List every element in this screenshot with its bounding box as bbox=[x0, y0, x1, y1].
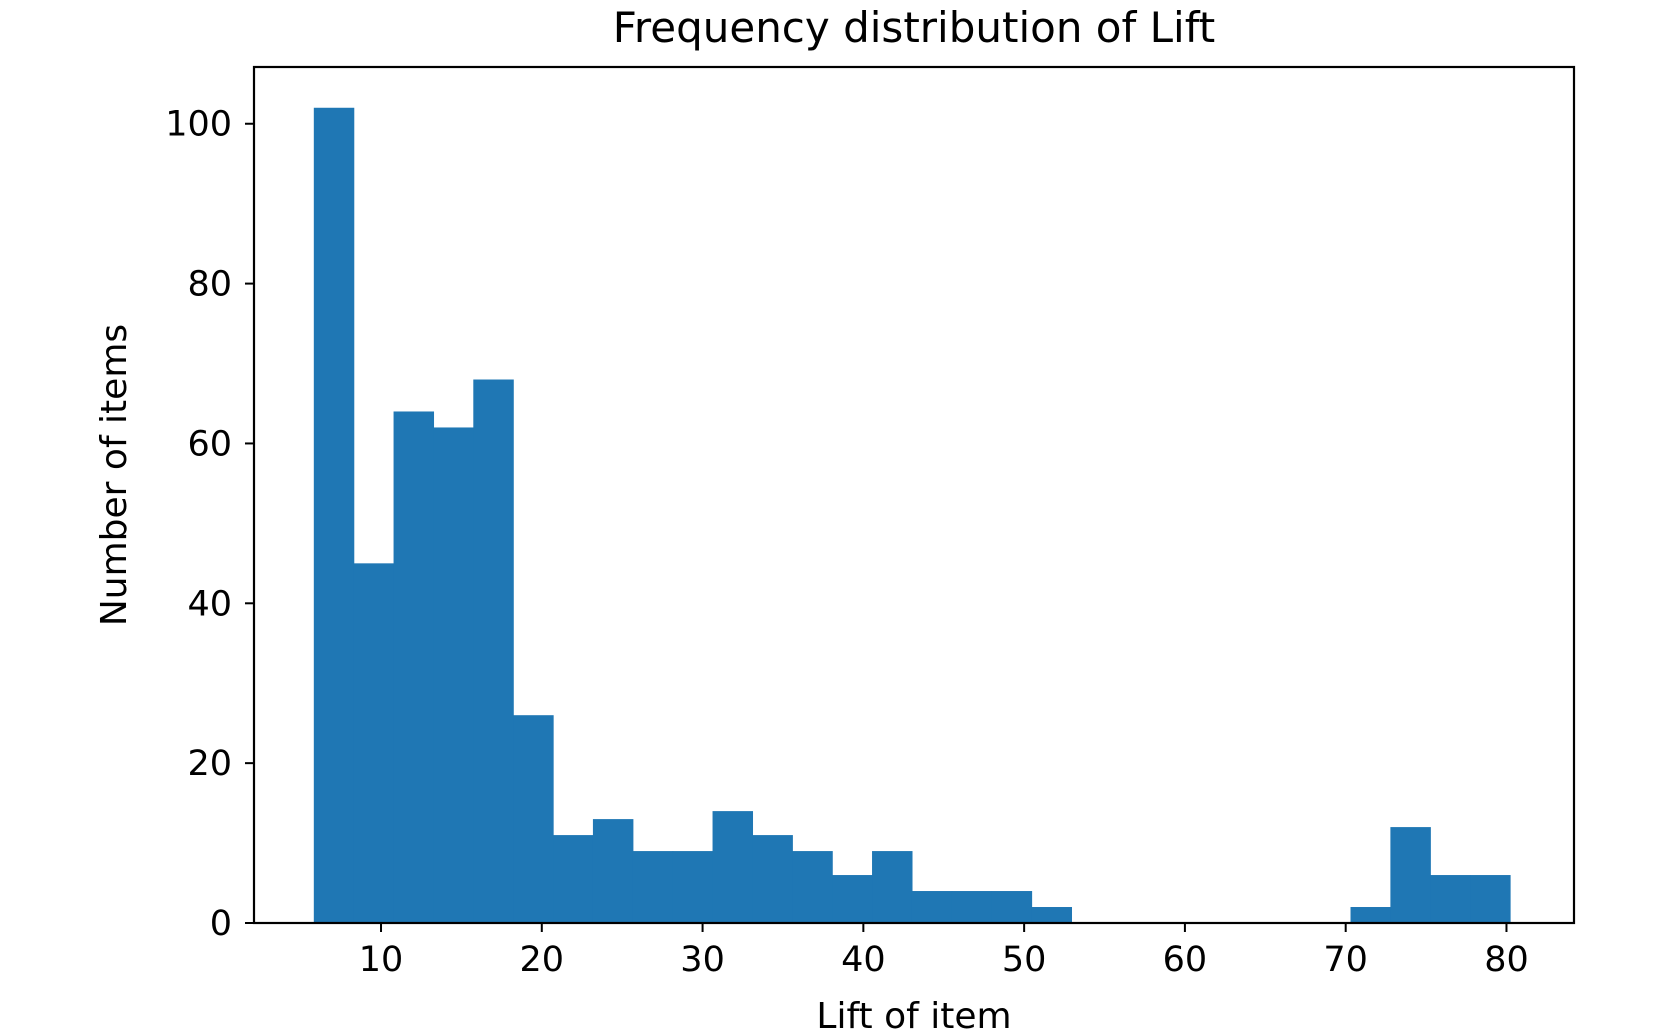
y-axis-ticks: 0 20 40 60 80 100 bbox=[165, 105, 254, 944]
x-tick-label: 60 bbox=[1163, 940, 1208, 980]
histogram-bar bbox=[632, 851, 674, 923]
x-axis-label: Lift of item bbox=[816, 996, 1011, 1035]
plot-frame bbox=[252, 65, 1576, 925]
x-tick-label: 10 bbox=[359, 940, 404, 980]
histogram-bar bbox=[473, 379, 514, 923]
x-tick-label: 50 bbox=[1002, 940, 1047, 980]
histogram-bar bbox=[792, 851, 833, 923]
histogram-bar bbox=[1350, 907, 1391, 923]
x-tick-label: 20 bbox=[520, 940, 565, 980]
histogram-bar bbox=[752, 835, 793, 923]
histogram-bar bbox=[592, 819, 634, 923]
histogram-bar bbox=[991, 891, 1033, 923]
histogram-bar bbox=[1470, 875, 1511, 923]
x-tick-label: 70 bbox=[1323, 940, 1368, 980]
y-tick-label: 40 bbox=[187, 584, 232, 624]
histogram-bars bbox=[313, 107, 1511, 923]
y-tick-label: 0 bbox=[210, 904, 232, 944]
histogram-bar bbox=[872, 851, 913, 923]
y-tick-label: 20 bbox=[187, 744, 232, 784]
histogram-bar bbox=[1031, 907, 1073, 923]
histogram-bar bbox=[1390, 827, 1431, 923]
histogram-bar bbox=[712, 811, 754, 923]
histogram-bar bbox=[353, 563, 395, 923]
histogram-bar bbox=[1430, 875, 1471, 923]
histogram-bar bbox=[911, 891, 953, 923]
y-tick-label: 100 bbox=[165, 105, 232, 145]
histogram-bar bbox=[672, 851, 714, 923]
histogram-bar bbox=[832, 875, 873, 923]
y-axis-label: Number of items bbox=[94, 324, 135, 626]
y-tick-label: 60 bbox=[187, 424, 232, 464]
histogram-bar bbox=[553, 835, 594, 923]
histogram-bar bbox=[513, 715, 554, 923]
x-tick-label: 80 bbox=[1484, 940, 1529, 980]
x-tick-label: 40 bbox=[841, 940, 886, 980]
histogram-bar bbox=[313, 107, 355, 923]
x-tick-label: 30 bbox=[680, 940, 725, 980]
histogram-bar bbox=[393, 411, 435, 923]
y-tick-label: 80 bbox=[187, 265, 232, 305]
histogram-bar bbox=[951, 891, 993, 923]
chart-title: Frequency distribution of Lift bbox=[613, 3, 1215, 52]
x-axis-ticks: 10 20 30 40 50 60 70 80 bbox=[359, 923, 1529, 980]
histogram-bar bbox=[433, 427, 474, 923]
